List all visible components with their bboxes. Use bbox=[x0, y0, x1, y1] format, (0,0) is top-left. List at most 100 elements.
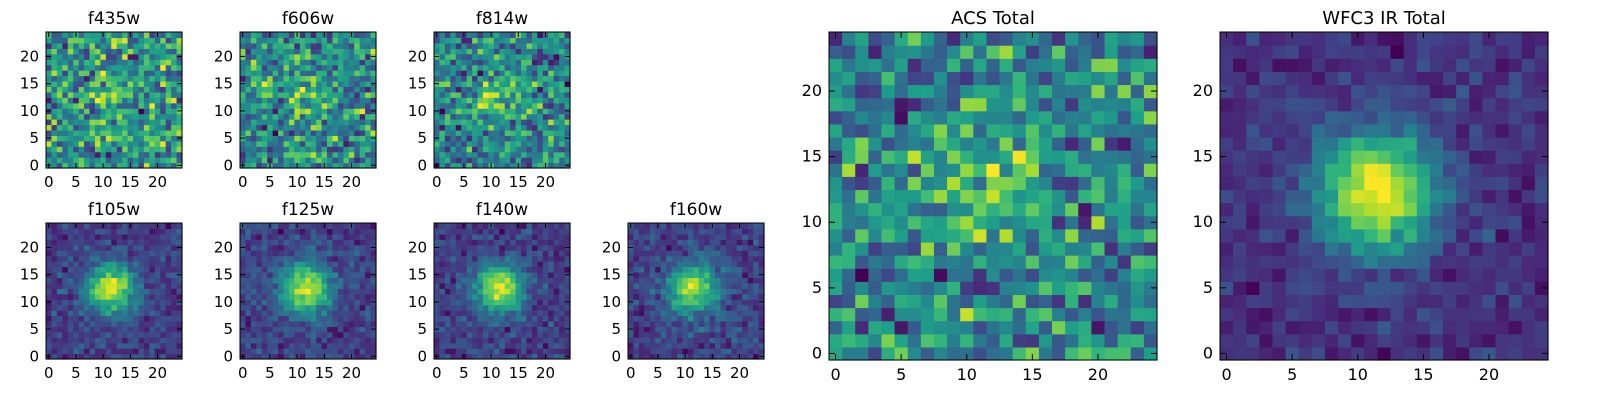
heatmap-cell bbox=[439, 70, 446, 77]
heatmap-cell bbox=[256, 293, 263, 300]
heatmap-cell bbox=[160, 250, 167, 257]
heatmap-cell bbox=[720, 233, 727, 240]
heatmap-cell bbox=[348, 271, 355, 278]
heatmap-cell bbox=[434, 119, 441, 126]
heatmap-cell bbox=[693, 271, 700, 278]
heatmap-cell bbox=[105, 239, 112, 246]
heatmap-cell bbox=[299, 228, 306, 235]
heatmap-cell bbox=[439, 124, 446, 131]
heatmap-cell bbox=[633, 288, 640, 295]
heatmap-cell bbox=[359, 293, 366, 300]
heatmap-cell bbox=[504, 353, 511, 360]
heatmap-cell bbox=[127, 266, 134, 273]
heatmap-cell bbox=[553, 129, 560, 136]
heatmap-cell bbox=[666, 337, 673, 344]
heatmap-cell bbox=[633, 304, 640, 311]
heatmap-cell bbox=[73, 288, 80, 295]
heatmap-cell bbox=[245, 239, 252, 246]
heatmap-cell bbox=[370, 119, 377, 126]
heatmap-cell bbox=[515, 140, 522, 147]
heatmap-cell bbox=[365, 315, 372, 322]
heatmap-cell bbox=[165, 70, 172, 77]
heatmap-cell bbox=[526, 223, 533, 230]
heatmap-cell bbox=[299, 59, 306, 66]
heatmap-cell bbox=[171, 304, 178, 311]
heatmap-cell bbox=[999, 255, 1014, 269]
heatmap-cell bbox=[461, 299, 468, 306]
heatmap-cell bbox=[894, 268, 909, 282]
heatmap-cell bbox=[655, 348, 662, 355]
heatmap-cell bbox=[747, 277, 754, 284]
heatmap-cell bbox=[94, 250, 101, 257]
heatmap-cell bbox=[160, 288, 167, 295]
heatmap-cell bbox=[299, 48, 306, 55]
heatmap-cell bbox=[747, 223, 754, 230]
heatmap-cell bbox=[343, 135, 350, 142]
heatmap-cell bbox=[499, 140, 506, 147]
heatmap-cell bbox=[100, 261, 107, 268]
heatmap-cell bbox=[51, 75, 58, 82]
heatmap-cell bbox=[868, 281, 883, 295]
heatmap-cell bbox=[537, 255, 544, 262]
heatmap-cell bbox=[1052, 281, 1066, 295]
heatmap-cell bbox=[105, 64, 112, 71]
heatmap-cell bbox=[638, 315, 645, 322]
heatmap-cell bbox=[51, 244, 58, 251]
heatmap-cell bbox=[526, 239, 533, 246]
heatmap-cell bbox=[842, 333, 856, 348]
heatmap-cell bbox=[439, 86, 446, 93]
heatmap-cell bbox=[510, 42, 517, 49]
heatmap-cell bbox=[894, 346, 909, 361]
heatmap-cell bbox=[165, 244, 172, 251]
heatmap-cell bbox=[493, 244, 500, 251]
heatmap-cell bbox=[742, 277, 749, 284]
heatmap-cell bbox=[138, 113, 145, 120]
heatmap-cell bbox=[62, 37, 69, 44]
heatmap-cell bbox=[299, 223, 306, 230]
heatmap-cell bbox=[499, 157, 506, 164]
heatmap-cell bbox=[488, 250, 495, 257]
heatmap-cell bbox=[46, 86, 53, 93]
heatmap-cell bbox=[165, 348, 172, 355]
heatmap-cell bbox=[521, 129, 528, 136]
heatmap-cell bbox=[444, 129, 451, 136]
heatmap-cell bbox=[78, 32, 85, 39]
heatmap-cell bbox=[127, 315, 134, 322]
heatmap-cell bbox=[1078, 307, 1092, 322]
heatmap-cell bbox=[1025, 176, 1040, 191]
panel-title: f140w bbox=[476, 200, 528, 220]
heatmap-cell bbox=[133, 348, 140, 355]
heatmap-cell bbox=[542, 124, 549, 131]
heatmap-cell bbox=[1038, 281, 1053, 295]
heatmap-cell bbox=[537, 304, 544, 311]
heatmap-cell bbox=[122, 80, 129, 87]
heatmap-cell bbox=[725, 244, 732, 251]
heatmap-cell bbox=[999, 215, 1014, 230]
heatmap-cell bbox=[482, 146, 489, 153]
heatmap-cell bbox=[687, 331, 694, 338]
heatmap-cell bbox=[105, 37, 112, 44]
heatmap-cell bbox=[504, 239, 511, 246]
heatmap-cell bbox=[359, 239, 366, 246]
heatmap-cell bbox=[920, 163, 935, 177]
heatmap-cell bbox=[1025, 268, 1040, 282]
heatmap-cell bbox=[868, 215, 883, 230]
heatmap-cell bbox=[160, 53, 167, 60]
heatmap-cell bbox=[310, 244, 317, 251]
heatmap-cell bbox=[488, 124, 495, 131]
heatmap-cell bbox=[165, 119, 172, 126]
heatmap-cell bbox=[455, 293, 462, 300]
heatmap-cell bbox=[559, 304, 566, 311]
heatmap-cell bbox=[343, 140, 350, 147]
heatmap-cell bbox=[73, 239, 80, 246]
heatmap-cell bbox=[736, 277, 743, 284]
heatmap-cell bbox=[461, 277, 468, 284]
heatmap-cell bbox=[1025, 202, 1040, 217]
heatmap-cell bbox=[67, 299, 74, 306]
heatmap-cell bbox=[89, 75, 96, 82]
heatmap-cell bbox=[67, 250, 74, 257]
heatmap-cell bbox=[332, 124, 339, 131]
heatmap-cell bbox=[272, 271, 279, 278]
heatmap-cell bbox=[310, 337, 317, 344]
